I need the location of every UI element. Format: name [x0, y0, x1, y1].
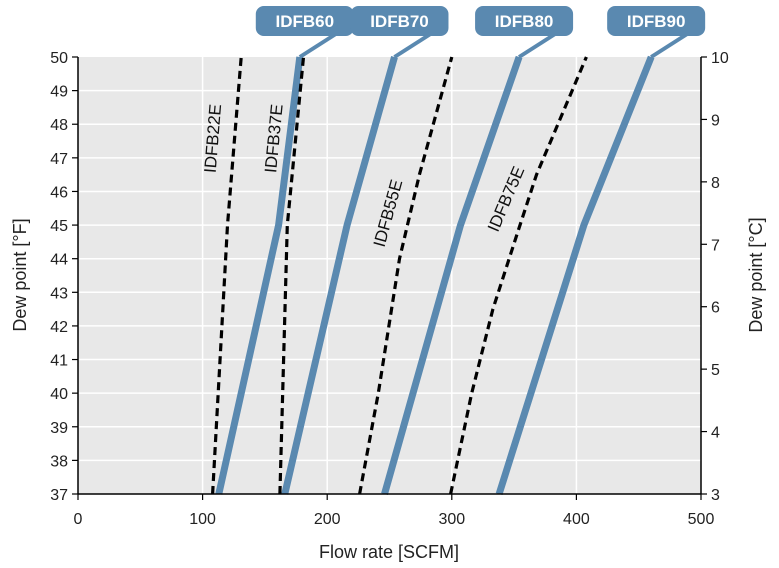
badge-background — [607, 6, 706, 36]
y-tick-label-left: 43 — [50, 285, 68, 302]
x-tick-label: 200 — [314, 511, 341, 528]
y-tick-label-left: 44 — [50, 252, 68, 269]
x-tick-label: 400 — [563, 511, 590, 528]
series-line-idfb60 — [215, 56, 304, 495]
y-tick-label-right: 5 — [711, 362, 720, 379]
series-badge-idfb60: IDFB60 — [255, 6, 354, 59]
series-line-idfb37e — [278, 56, 306, 495]
badge-background — [255, 6, 354, 36]
x-axis-title: Flow rate [SCFM] — [319, 542, 459, 562]
y-tick-label-right: 6 — [711, 300, 720, 317]
y-tick-label-left: 37 — [50, 487, 68, 504]
series-badge-idfb70: IDFB70 — [350, 6, 449, 59]
series-label-idfb90: IDFB90 — [627, 12, 686, 31]
badge-background — [475, 6, 574, 36]
y-tick-label-left: 46 — [50, 184, 68, 201]
series-line-idfb22e — [211, 56, 243, 495]
y-tick-label-right: 7 — [711, 237, 720, 254]
y-axis-title-right: Dew point [°C] — [746, 217, 766, 332]
x-tick-label: 100 — [189, 511, 216, 528]
series-label-idfb70: IDFB70 — [370, 12, 429, 31]
badge-pointer — [298, 32, 337, 59]
series-badge-idfb80: IDFB80 — [475, 6, 574, 59]
y-tick-label-right: 8 — [711, 175, 720, 192]
y-tick-label-left: 50 — [50, 50, 68, 67]
series-line-idfb90 — [495, 55, 655, 496]
badge-pointer — [393, 32, 432, 59]
y-tick-label-left: 42 — [50, 319, 68, 336]
badge-background — [350, 6, 449, 36]
x-tick-label: 500 — [688, 511, 715, 528]
badge-pointer — [650, 32, 689, 59]
series-label-idfb80: IDFB80 — [495, 12, 554, 31]
y-tick-label-left: 48 — [50, 117, 68, 134]
y-tick-label-left: 49 — [50, 84, 68, 101]
y-tick-label-left: 38 — [50, 453, 68, 470]
axes: 0 100 200 300 400 500373839404142434445464748… — [50, 50, 729, 528]
series-line-idfb80 — [381, 55, 523, 495]
x-tick-label: 0 — [74, 511, 83, 528]
y-tick-label-right: 10 — [711, 50, 729, 67]
series-line-idfb75e — [449, 56, 588, 495]
series-label-idfb60: IDFB60 — [275, 12, 334, 31]
y-tick-label-left: 47 — [50, 151, 68, 168]
y-tick-label-left: 45 — [50, 218, 68, 235]
y-tick-label-left: 41 — [50, 353, 68, 370]
y-axis-title-left: Dew point [°F] — [10, 218, 30, 331]
badge-pointer — [518, 32, 557, 59]
series-badge-idfb90: IDFB90 — [607, 6, 706, 59]
series-line-idfb70 — [281, 56, 398, 495]
y-tick-label-right: 9 — [711, 112, 720, 129]
x-tick-label: 300 — [438, 511, 465, 528]
y-tick-label-left: 40 — [50, 386, 68, 403]
y-tick-label-right: 3 — [711, 487, 720, 504]
series-layer — [211, 55, 655, 496]
series-line-idfb55e — [358, 56, 454, 495]
y-tick-label-left: 39 — [50, 420, 68, 437]
plot-area — [78, 57, 701, 494]
y-tick-label-right: 4 — [711, 425, 720, 442]
